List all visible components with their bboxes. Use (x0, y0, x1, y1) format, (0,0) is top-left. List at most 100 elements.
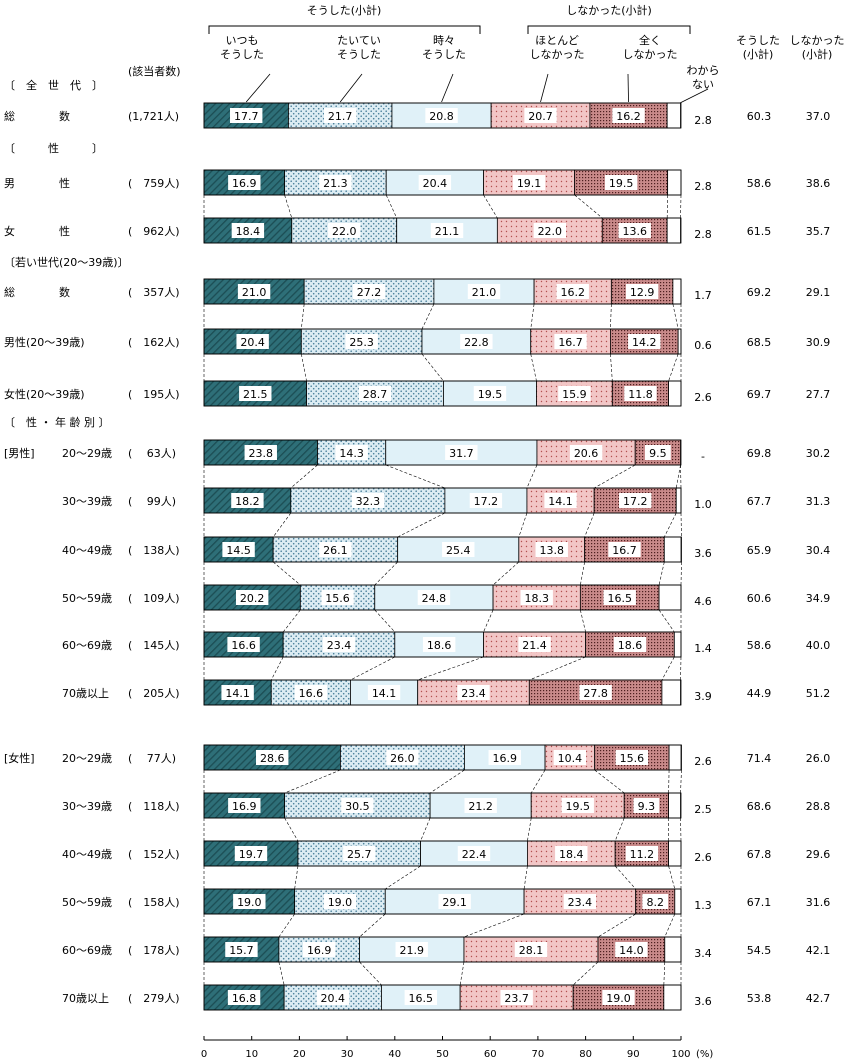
bar-frame (203, 536, 682, 563)
connector-line (270, 656, 284, 681)
connector-line (610, 303, 612, 330)
value-label: 16.5 (409, 992, 434, 1005)
value-label-bg (603, 590, 636, 605)
connector-line (374, 561, 398, 586)
value-label-bg (228, 798, 261, 813)
legend-label-dontknow: わからない (687, 64, 720, 91)
connector-line (614, 817, 625, 842)
value-label-bg (558, 386, 591, 401)
value-label: 22.8 (464, 336, 489, 349)
value-label: 16.2 (616, 110, 641, 123)
legend-label-sometimes: 時々そうした (422, 34, 466, 61)
bar-segment-dontknow (673, 631, 682, 658)
bar-frame (203, 936, 682, 963)
value-label-bg (554, 334, 587, 349)
did-not-group-label: しなかった(小計) (566, 3, 652, 17)
value-label: 28.6 (260, 752, 285, 765)
value-label: 20.4 (423, 177, 448, 190)
value-label: 23.4 (327, 639, 352, 652)
value-label-bg (561, 798, 594, 813)
value-label: 18.4 (559, 848, 584, 861)
bar-frame (203, 217, 682, 244)
value-label: 14.2 (632, 336, 657, 349)
subtotal-headers: そうした(小計) しなかった(小計) (736, 34, 845, 61)
connector-line (658, 561, 665, 586)
bar-frame (203, 984, 682, 1011)
row-count: ( 962人) (128, 225, 180, 238)
row-count: ( 279人) (128, 992, 180, 1005)
value-label-bg (563, 894, 597, 909)
value-label-bg (302, 942, 336, 957)
row-label: 女性(20〜39歳) (4, 387, 85, 401)
row-label: 30〜39歳 (62, 495, 112, 508)
subtotal-header-did: そうした(小計) (736, 34, 780, 61)
connector-line (527, 817, 532, 842)
subtotal-did-not: 30.2 (806, 447, 831, 460)
bar-segment-dontknow (675, 487, 682, 514)
connector-line (574, 194, 603, 219)
value-label-bg (615, 750, 649, 765)
value-label: 17.7 (234, 110, 259, 123)
value-label: 25.3 (349, 336, 374, 349)
value-label: 19.5 (609, 177, 634, 190)
bar-frame (203, 631, 682, 658)
table-row: 女性(20〜39歳) ( 195人) 21.5 28.7 19.5 15.9 11.8 2.6… (4, 353, 830, 407)
value-label: 14.1 (548, 495, 573, 508)
value-label-bg (512, 175, 546, 190)
value-label-bg (618, 223, 651, 238)
value-label: 23.4 (568, 896, 593, 909)
subtotal-header-did-not: しなかった(小計) (790, 34, 845, 61)
bar-frame (203, 380, 682, 407)
table-row: 男性(20〜39歳) ( 162人) 20.4 25.3 22.8 16.7 14.2 0.6… (4, 303, 830, 355)
bar-segment-dontknow (668, 840, 682, 867)
row-label: 女 性 (4, 224, 70, 238)
subtotal-did: 53.8 (747, 992, 772, 1005)
x-tick-label: 10 (245, 1049, 258, 1060)
bar-segment-dontknow (674, 888, 682, 915)
value-label-bg (500, 990, 533, 1005)
table-row: 総 数 ( 357人) 21.0 27.2 21.0 16.2 12.9 1.7 69.2 29.… (4, 278, 830, 305)
x-axis-unit: (%) (696, 1049, 713, 1060)
bar-segment-dontknow (667, 169, 682, 196)
dontknow-value: 2.8 (694, 114, 712, 127)
value-label-bg (608, 542, 641, 557)
value-label: 15.6 (620, 752, 645, 765)
value-label-bg (395, 942, 428, 957)
value-label-bg (233, 894, 266, 909)
section-label: 〔 性 〕 (4, 141, 103, 155)
connector-line (594, 769, 625, 794)
value-label: 21.1 (435, 225, 460, 238)
row-label: 20〜29歳 (62, 447, 112, 460)
subtotal-did-not: 34.9 (806, 592, 831, 605)
connector-line (664, 512, 677, 538)
value-label-bg (533, 223, 567, 238)
bar-frame (203, 584, 682, 611)
value-label: 13.6 (622, 225, 647, 238)
table-row: 40〜49歳 ( 138人) 14.5 26.1 25.4 13.8 16.7 3.6 65.9… (62, 512, 830, 563)
dontknow-value: 1.3 (694, 899, 712, 912)
subtotal-did: 60.3 (747, 110, 772, 123)
connector-line (459, 961, 465, 986)
bar-frame (203, 102, 682, 129)
subtotal-did-not: 40.0 (806, 639, 831, 652)
value-label-bg (644, 445, 671, 460)
subtotal-did-not: 38.6 (806, 177, 831, 190)
row-label: 男 性 (4, 176, 70, 190)
row-label: 20〜29歳 (62, 752, 112, 765)
value-label: 16.7 (612, 544, 637, 557)
value-label: 20.8 (429, 110, 454, 123)
subtotal-did: 69.2 (747, 286, 772, 299)
table-row: 70歳以上 ( 205人) 14.1 16.6 14.1 23.4 27.8 3.9 44.9 5… (62, 656, 830, 706)
table-row: [男性] 20〜29歳 ( 63人) 23.8 14.3 31.7 20.6 9.5 - 69.8… (4, 439, 831, 466)
did-not-group-bracket (527, 25, 691, 34)
section-label: 〔 性 ・ 年 齢 別 〕 (4, 415, 109, 429)
value-label-bg (323, 894, 357, 909)
value-label: 16.6 (299, 687, 324, 700)
table-row: 50〜59歳 ( 158人) 19.0 19.0 29.1 23.4 8.2 1.3 67.1 3… (62, 865, 830, 915)
value-label-bg (418, 175, 452, 190)
dontknow-value: 2.8 (694, 228, 712, 241)
value-label: 28.1 (519, 944, 544, 957)
subtotal-did-not: 35.7 (806, 225, 831, 238)
value-label: 13.8 (539, 544, 564, 557)
